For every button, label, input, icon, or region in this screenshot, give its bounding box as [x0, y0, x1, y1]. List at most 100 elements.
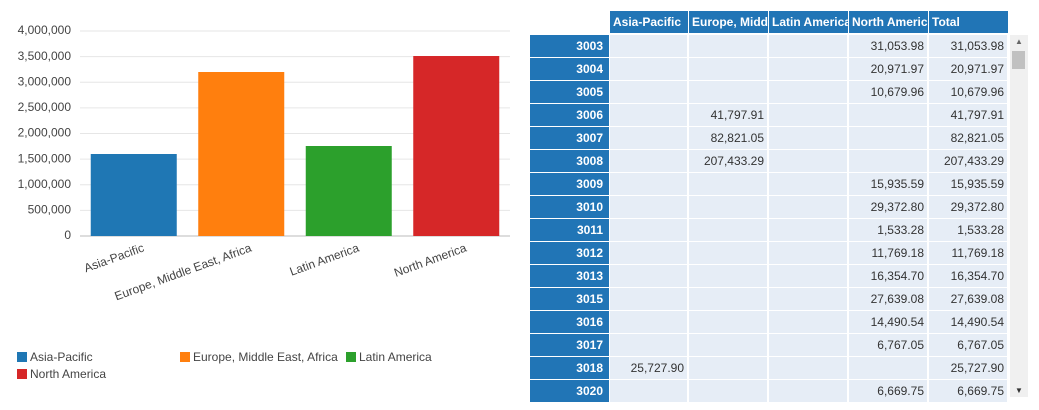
table-cell: 29,372.80 [849, 196, 928, 218]
table-cell: 20,971.97 [929, 58, 1008, 80]
table-cell [689, 35, 768, 57]
legend-label: Asia-Pacific [30, 350, 93, 364]
row-header: 3007 [530, 127, 609, 149]
y-tick-label: 3,000,000 [18, 74, 72, 88]
legend-swatch [180, 352, 190, 362]
y-tick-label: 4,000,000 [18, 23, 72, 37]
column-header: North America [849, 11, 928, 33]
legend-label: Latin America [359, 350, 432, 364]
table-cell: 14,490.54 [929, 311, 1008, 333]
table-cell: 11,769.18 [929, 242, 1008, 264]
legend-swatch [17, 352, 27, 362]
bar [413, 56, 500, 237]
legend-label: Europe, Middle East, Africa [193, 350, 338, 364]
table-cell [769, 127, 848, 149]
legend-swatch [346, 352, 356, 362]
table-cell: 25,727.90 [610, 357, 688, 379]
y-tick-label: 1,500,000 [18, 151, 72, 165]
table-cell [769, 311, 848, 333]
table-cell [769, 173, 848, 195]
table-cell [769, 380, 848, 402]
scroll-thumb[interactable] [1012, 51, 1025, 69]
table-cell [769, 196, 848, 218]
table-cell [689, 196, 768, 218]
table-cell [769, 242, 848, 264]
bar [90, 154, 177, 236]
table-cell: 82,821.05 [689, 127, 768, 149]
legend-swatch [17, 369, 27, 379]
table-cell [610, 150, 688, 172]
y-tick-label: 2,500,000 [18, 100, 72, 114]
column-header: Total [929, 11, 1008, 33]
column-header: Europe, Middle East, Africa [689, 11, 768, 33]
row-header: 3015 [530, 288, 609, 310]
table-cell: 6,669.75 [849, 380, 928, 402]
row-header: 3017 [530, 334, 609, 356]
table-cell: 11,769.18 [849, 242, 928, 264]
row-header: 3013 [530, 265, 609, 287]
table-cell: 16,354.70 [849, 265, 928, 287]
bar [198, 72, 285, 236]
row-header: 3009 [530, 173, 609, 195]
table-cell: 27,639.08 [929, 288, 1008, 310]
table-cell [689, 265, 768, 287]
table-cell [610, 242, 688, 264]
table-cell [689, 357, 768, 379]
table-cell: 31,053.98 [929, 35, 1008, 57]
table-cell: 10,679.96 [849, 81, 928, 103]
table-cell [769, 58, 848, 80]
table-cell [689, 58, 768, 80]
table-cell [769, 334, 848, 356]
row-header: 3020 [530, 380, 609, 402]
table-cell [610, 81, 688, 103]
table-cell [610, 288, 688, 310]
y-tick-label: 0 [64, 228, 71, 242]
table-cell: 15,935.59 [849, 173, 928, 195]
table-cell [610, 104, 688, 126]
table-cell [849, 357, 928, 379]
table-cell: 10,679.96 [929, 81, 1008, 103]
table-cell: 29,372.80 [929, 196, 1008, 218]
table-cell [610, 35, 688, 57]
column-header: Latin America [769, 11, 848, 33]
table-cell [689, 81, 768, 103]
table-cell [610, 380, 688, 402]
table-cell [849, 104, 928, 126]
table-cell: 207,433.29 [929, 150, 1008, 172]
table-cell [769, 81, 848, 103]
table-cell: 207,433.29 [689, 150, 768, 172]
table-cell: 27,639.08 [849, 288, 928, 310]
table-cell [610, 334, 688, 356]
row-header: 3004 [530, 58, 609, 80]
table-cell [769, 150, 848, 172]
table-cell: 6,669.75 [929, 380, 1008, 402]
table-cell: 41,797.91 [929, 104, 1008, 126]
x-tick-label: Asia-Pacific [82, 241, 146, 276]
scrollbar[interactable]: ▲ ▼ [1010, 35, 1028, 397]
table-cell: 1,533.28 [929, 219, 1008, 241]
table-cell [610, 173, 688, 195]
scroll-down[interactable]: ▼ [1015, 386, 1023, 395]
table-cell [689, 288, 768, 310]
table-cell [689, 334, 768, 356]
table-cell [769, 35, 848, 57]
row-header: 3008 [530, 150, 609, 172]
table-cell [610, 219, 688, 241]
table-cell [849, 150, 928, 172]
table-cell: 14,490.54 [849, 311, 928, 333]
table-cell: 15,935.59 [929, 173, 1008, 195]
table-cell: 25,727.90 [929, 357, 1008, 379]
row-header: 3005 [530, 81, 609, 103]
scroll-up[interactable]: ▲ [1015, 37, 1023, 46]
table-cell [689, 311, 768, 333]
table-cell [689, 242, 768, 264]
row-header: 3016 [530, 311, 609, 333]
row-header: 3006 [530, 104, 609, 126]
chart: 0 500,000 1,000,000 1,500,000 2,000,000 2,500… [17, 23, 510, 381]
table-cell [769, 357, 848, 379]
table-cell [689, 173, 768, 195]
y-tick-label: 500,000 [28, 203, 72, 217]
table-cell: 20,971.97 [849, 58, 928, 80]
table-cell: 6,767.05 [929, 334, 1008, 356]
